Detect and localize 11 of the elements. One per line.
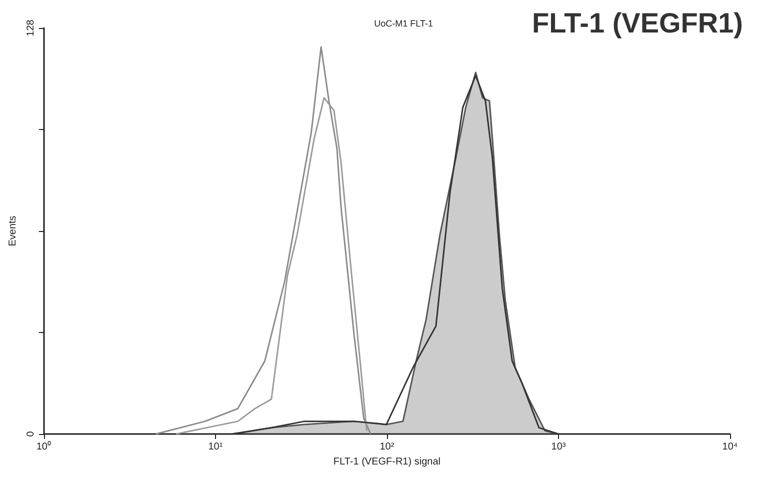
x-tick-label: 10¹ (208, 442, 224, 452)
chart-subtitle: UoC-M1 FLT-1 (374, 18, 433, 28)
y-tick-label: 0 (25, 430, 36, 437)
x-tick-label: 10³ (551, 442, 566, 452)
x-tick-label: 10² (380, 442, 395, 452)
x-axis-title: FLT-1 (VEGF-R1) signal (333, 456, 440, 468)
x-tick-label: 10⁰ (36, 440, 52, 452)
x-tick-label: 10⁴ (722, 442, 738, 452)
chart-title: FLT-1 (VEGFR1) (532, 8, 744, 38)
y-tick-label: 128 (25, 19, 36, 36)
y-axis-title: Events (8, 216, 18, 246)
